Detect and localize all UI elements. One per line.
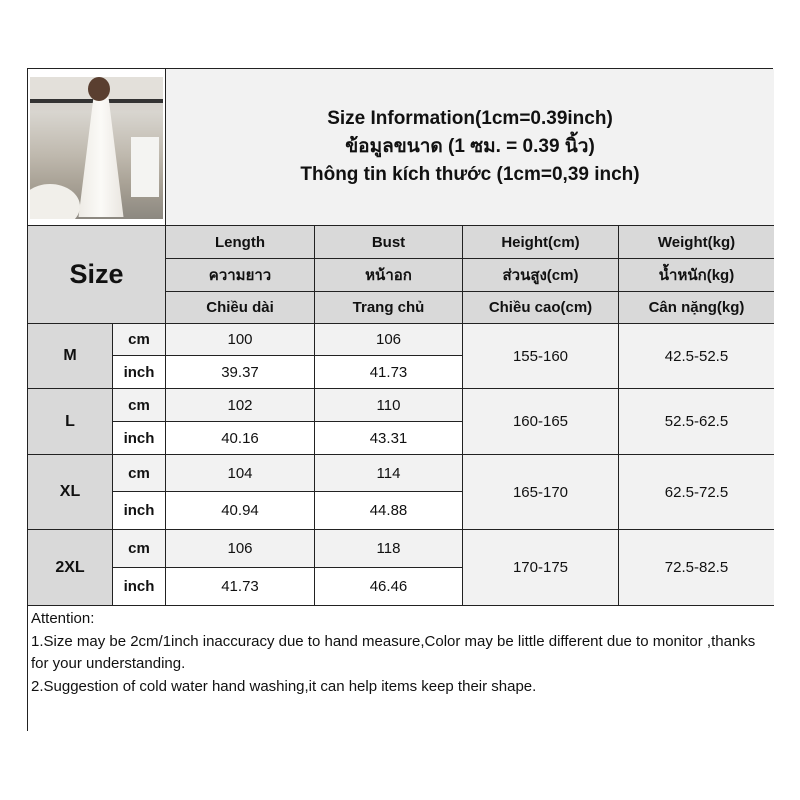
- weight-range-value: 42.5-52.5: [619, 324, 774, 389]
- length-inch-value: 39.37: [166, 356, 315, 389]
- height-range-value: 155-160: [463, 324, 619, 389]
- size-label: L: [28, 389, 113, 455]
- length-cm-value: 102: [166, 389, 315, 422]
- length-cm-value: 100: [166, 324, 315, 356]
- product-photo: [28, 69, 166, 226]
- column-header-weight: Cân nặng(kg): [619, 292, 774, 324]
- size-header: Size: [28, 226, 166, 324]
- height-range-value: 170-175: [463, 530, 619, 606]
- column-header-bust: Trang chủ: [315, 292, 463, 324]
- bust-inch-value: 44.88: [315, 492, 463, 530]
- attention-notes: Attention: 1.Size may be 2cm/1inch inaccu…: [28, 606, 774, 732]
- attention-line1: 1.Size may be 2cm/1inch inaccuracy due t…: [31, 632, 756, 673]
- length-cm-value: 106: [166, 530, 315, 568]
- column-header-height: Chiều cao(cm): [463, 292, 619, 324]
- bust-cm-value: 114: [315, 455, 463, 492]
- unit-inch: inch: [113, 356, 166, 389]
- bust-cm-value: 106: [315, 324, 463, 356]
- length-inch-value: 40.16: [166, 422, 315, 455]
- size-label: 2XL: [28, 530, 113, 606]
- unit-cm: cm: [113, 455, 166, 492]
- size-label: XL: [28, 455, 113, 530]
- model-in-white-dress-image: [30, 77, 163, 219]
- column-header-weight: Weight(kg): [619, 226, 774, 259]
- attention-line2: 2.Suggestion of cold water hand washing,…: [31, 677, 537, 695]
- unit-inch: inch: [113, 422, 166, 455]
- size-chart: Size Information(1cm=0.39inch) ข้อมูลขนา…: [27, 68, 774, 732]
- unit-inch: inch: [113, 492, 166, 530]
- weight-range-value: 62.5-72.5: [619, 455, 774, 530]
- column-header-length: Chiều dài: [166, 292, 315, 324]
- column-header-length: Length: [166, 226, 315, 259]
- bust-inch-value: 46.46: [315, 568, 463, 606]
- height-range-value: 160-165: [463, 389, 619, 455]
- unit-cm: cm: [113, 530, 166, 568]
- length-inch-value: 41.73: [166, 568, 315, 606]
- column-header-length: ความยาว: [166, 259, 315, 292]
- unit-inch: inch: [113, 568, 166, 606]
- title-english: Size Information(1cm=0.39inch): [327, 108, 613, 129]
- unit-cm: cm: [113, 389, 166, 422]
- unit-cm: cm: [113, 324, 166, 356]
- length-inch-value: 40.94: [166, 492, 315, 530]
- column-header-height: Height(cm): [463, 226, 619, 259]
- weight-range-value: 72.5-82.5: [619, 530, 774, 606]
- column-header-bust: Bust: [315, 226, 463, 259]
- size-label: M: [28, 324, 113, 389]
- bust-cm-value: 118: [315, 530, 463, 568]
- attention-heading: Attention:: [31, 610, 95, 627]
- column-header-height: ส่วนสูง(cm): [463, 259, 619, 292]
- length-cm-value: 104: [166, 455, 315, 492]
- title-vietnamese: Thông tin kích thước (1cm=0,39 inch): [300, 164, 640, 185]
- bust-cm-value: 110: [315, 389, 463, 422]
- height-range-value: 165-170: [463, 455, 619, 530]
- size-information-title: Size Information(1cm=0.39inch) ข้อมูลขนา…: [166, 69, 774, 226]
- bust-inch-value: 41.73: [315, 356, 463, 389]
- weight-range-value: 52.5-62.5: [619, 389, 774, 455]
- column-header-bust: หน้าอก: [315, 259, 463, 292]
- column-header-weight: น้ำหนัก(kg): [619, 259, 774, 292]
- title-thai: ข้อมูลขนาด (1 ซม. = 0.39 นิ้ว): [345, 136, 595, 157]
- bust-inch-value: 43.31: [315, 422, 463, 455]
